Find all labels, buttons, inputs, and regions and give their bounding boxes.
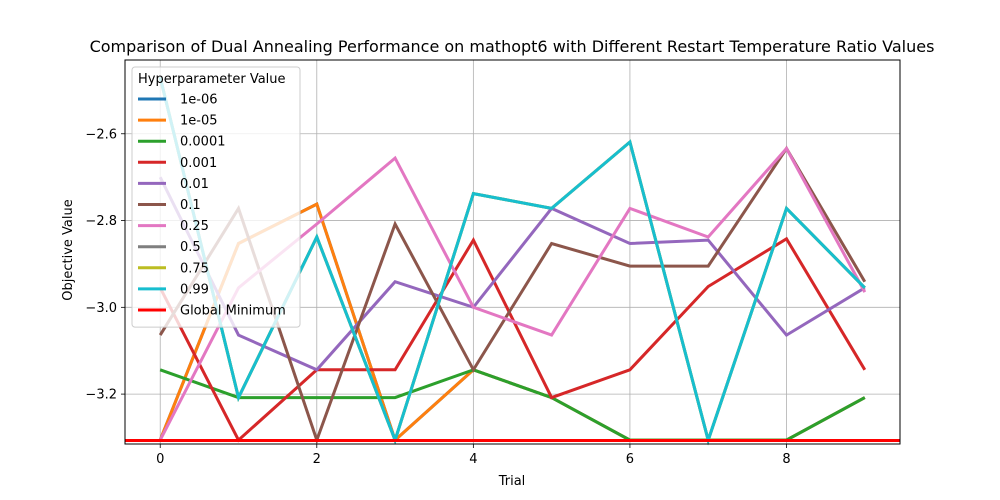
x-tick-label: 8 [782,452,790,467]
legend-entry-label: 0.001 [180,156,217,171]
x-tick-label: 0 [156,452,164,467]
legend-entry-label: 0.99 [180,282,209,297]
chart-title: Comparison of Dual Annealing Performance… [90,37,935,56]
legend: Hyperparameter Value 1e-06 1e-05 0.0001 0.00… [131,66,301,328]
y-tick-label: −2.8 [85,214,117,229]
series-line-3 [158,236,867,443]
legend-entry-label: 0.1 [180,198,201,213]
legend-box [131,66,301,328]
legend-entry-label: 0.75 [180,261,209,276]
x-tick-label: 4 [469,452,477,467]
y-tick-label: −3.2 [85,388,117,403]
x-tick-label: 6 [626,452,634,467]
legend-entry-label: 1e-06 [180,93,218,108]
x-axis-label: Trial [498,474,526,489]
legend-entry-label: 0.01 [180,177,209,192]
legend-entry-label: 0.5 [180,240,201,255]
legend-entry-label: 0.25 [180,219,209,234]
legend-entry-label: Global Minimum [180,304,286,319]
y-axis-label: Objective Value [61,199,76,300]
legend-title: Hyperparameter Value [138,72,286,87]
legend-entry-label: 1e-05 [180,114,218,129]
y-tick-label: −3.0 [85,301,117,316]
plot-frame [124,59,901,445]
series-line-4 [158,176,866,372]
y-tick-label: −2.6 [85,127,117,142]
legend-entry-label: 0.0001 [180,135,226,150]
x-tick-label: 2 [313,452,321,467]
